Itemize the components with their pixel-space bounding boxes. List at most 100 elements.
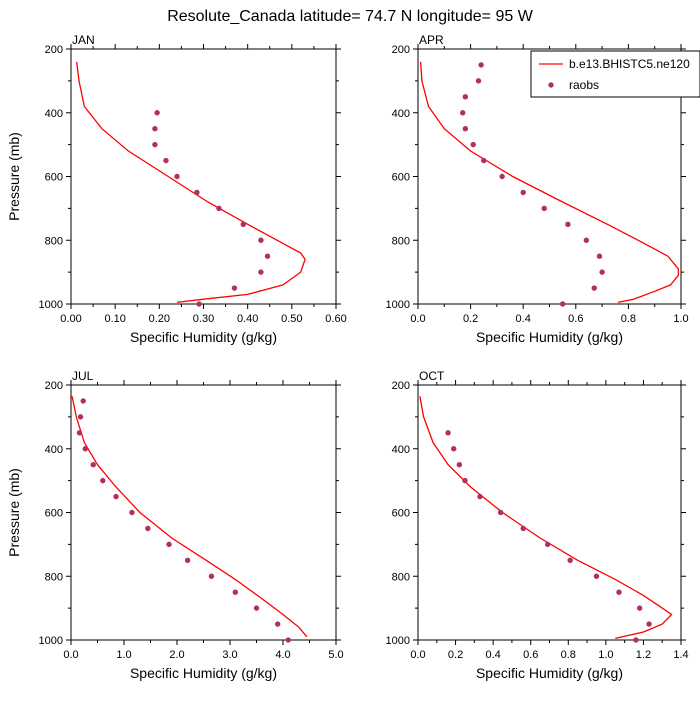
obs-point [499, 173, 505, 180]
obs-point [232, 589, 238, 595]
obs-point [258, 269, 264, 275]
y-tick-label: 1000 [386, 299, 410, 311]
obs-point [478, 62, 484, 68]
obs-point [76, 430, 83, 436]
y-axis-label: Pressure (mb) [6, 132, 22, 221]
y-tick-label: 400 [392, 108, 410, 120]
x-tick-label: 2.0 [169, 649, 184, 661]
plot-frame [417, 384, 682, 641]
x-tick-label: 1.0 [673, 313, 688, 325]
x-tick-label: 0.2 [448, 649, 463, 661]
obs-point [596, 253, 603, 259]
panel-label: JAN [72, 33, 95, 47]
obs-point [460, 110, 466, 116]
x-tick-label: 1.0 [598, 649, 613, 661]
legend-box [530, 50, 700, 98]
x-tick-label: 3.0 [222, 649, 237, 661]
obs-point [616, 589, 622, 595]
panel-jul: JUL 0.0 1.0 2.0 3.0 4.0 5.0 200 400 600 800 1000 Spe… [6, 369, 344, 681]
legend-point-swatch [548, 82, 554, 88]
panel-label: OCT [419, 369, 445, 383]
obs-point [633, 637, 639, 643]
obs-point [208, 573, 215, 579]
obs-point [196, 301, 202, 307]
obs-point [240, 221, 246, 228]
legend-model-label: b.e13.BHISTC5.ne120 [569, 57, 690, 71]
obs-point [445, 430, 451, 436]
x-tick-label: 4.0 [275, 649, 290, 661]
obs-point [163, 157, 169, 164]
obs-point [264, 253, 271, 259]
y-tick-label: 400 [45, 108, 63, 120]
obs-point [82, 446, 89, 452]
panels: JAN 0.00 0.10 0.20 0.30 0.40 0.50 0.60 200 400 600… [6, 33, 689, 681]
obs-point [258, 237, 264, 243]
obs-point [285, 637, 291, 643]
x-tick-label: 0.6 [568, 313, 583, 325]
obs-point [481, 157, 487, 164]
obs-point [154, 110, 160, 116]
obs-point [462, 94, 469, 100]
obs-point [231, 285, 238, 291]
obs-point [565, 221, 571, 228]
y-tick-label: 800 [45, 235, 63, 247]
y-tick-label: 200 [45, 380, 63, 392]
x-tick-label: 0.0 [63, 649, 78, 661]
panel-apr: APR 0.0 0.2 0.4 0.6 0.8 1.0 200 400 600 800 1000 Spe… [386, 33, 689, 345]
obs-point [100, 477, 106, 484]
obs-point [497, 509, 504, 516]
y-tick-label: 1000 [39, 299, 63, 311]
model-line [419, 61, 680, 304]
obs-point [90, 461, 96, 468]
obs-point [145, 525, 151, 532]
x-tick-label: 0.40 [237, 313, 258, 325]
y-tick-label: 400 [45, 444, 63, 456]
y-tick-label: 400 [392, 444, 410, 456]
model-line [71, 396, 308, 638]
y-tick-label: 800 [392, 235, 410, 247]
y-tick-label: 1000 [386, 635, 410, 647]
x-tick-label: 5.0 [328, 649, 343, 661]
obs-point [174, 173, 180, 180]
y-tick-label: 200 [392, 380, 410, 392]
x-tick-label: 0.4 [516, 313, 531, 325]
obs-point [583, 237, 590, 243]
x-tick-label: 0.8 [561, 649, 576, 661]
y-tick-label: 600 [392, 508, 410, 520]
obs-point [544, 541, 551, 548]
obs-point [567, 557, 573, 564]
obs-point [462, 477, 468, 484]
obs-point [591, 285, 597, 291]
model-line [419, 396, 673, 640]
obs-point [450, 446, 457, 452]
x-tick-label: 1.0 [116, 649, 131, 661]
y-tick-label: 800 [392, 571, 410, 583]
x-tick-label: 0.6 [523, 649, 538, 661]
x-tick-label: 0.50 [281, 313, 302, 325]
x-tick-label: 0.4 [485, 649, 500, 661]
x-tick-label: 0.00 [60, 313, 81, 325]
x-tick-label: 1.4 [673, 649, 688, 661]
obs-point [129, 509, 135, 516]
panel-label: JUL [72, 369, 94, 383]
obs-point [520, 189, 526, 196]
x-tick-label: 0.0 [410, 649, 425, 661]
panel-jan: JAN 0.00 0.10 0.20 0.30 0.40 0.50 0.60 200 400 600… [6, 33, 347, 345]
y-tick-label: 200 [392, 44, 410, 56]
x-tick-label: 0.8 [621, 313, 636, 325]
obs-point [470, 141, 476, 148]
x-tick-label: 0.60 [325, 313, 346, 325]
obs-point [462, 125, 469, 132]
panel-label: APR [419, 33, 444, 47]
y-tick-label: 600 [45, 172, 63, 184]
x-axis-label: Specific Humidity (g/kg) [130, 665, 277, 681]
x-axis-label: Specific Humidity (g/kg) [476, 665, 623, 681]
obs-point [541, 205, 547, 212]
x-tick-label: 0.20 [149, 313, 170, 325]
y-tick-label: 200 [45, 44, 63, 56]
x-tick-label: 0.10 [104, 313, 125, 325]
x-tick-label: 1.2 [636, 649, 651, 661]
obs-point [152, 125, 158, 132]
